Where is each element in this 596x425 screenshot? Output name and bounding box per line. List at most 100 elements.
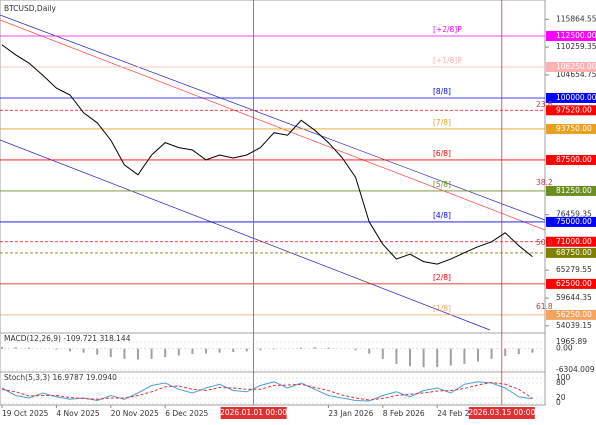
histogram-bar xyxy=(463,348,466,364)
level-label: [6/8] xyxy=(433,149,451,158)
y-tick-label: 54039.15 xyxy=(556,321,592,330)
line-series xyxy=(1,44,533,265)
y-tick-label: 1965.89 xyxy=(556,337,587,346)
price-label: 93750.00 xyxy=(556,124,592,133)
price-label: 62500.00 xyxy=(556,279,592,288)
histogram-bar xyxy=(449,348,452,366)
trend-line xyxy=(0,139,491,331)
trend-line xyxy=(0,19,546,231)
x-tick-label: 8 Feb 2026 xyxy=(383,409,425,418)
histogram-bar xyxy=(96,348,99,355)
price-label: 97520.00 xyxy=(556,105,592,114)
price-label: 56250.00 xyxy=(556,310,592,319)
histogram-bar xyxy=(69,348,71,352)
histogram-bar xyxy=(150,348,153,359)
level-label: [2/8] xyxy=(433,273,451,282)
line-series xyxy=(1,381,533,402)
x-tick-label: 23 Jan 2026 xyxy=(328,409,373,418)
x-tick-label: 4 Nov 2025 xyxy=(56,409,99,418)
x-tick-label: 24 Feb 2 xyxy=(437,409,470,418)
level-label: [7/8] xyxy=(433,118,451,127)
y-tick-label: 59644.35 xyxy=(556,293,592,302)
price-label: 68750.00 xyxy=(556,248,592,257)
histogram-bar xyxy=(517,348,520,355)
y-tick-label: 0.00 xyxy=(556,344,573,353)
histogram-bar xyxy=(259,348,262,351)
fib-label: 23.6 xyxy=(536,100,553,109)
price-label-bg xyxy=(546,236,596,247)
histogram-bar xyxy=(409,348,411,367)
x-tick-label: 20 Nov 2025 xyxy=(111,409,159,418)
price-label-bg xyxy=(546,92,596,103)
y-tick-label: 104654.75 xyxy=(556,70,596,79)
price-label-bg xyxy=(546,61,596,72)
histogram-bar xyxy=(137,348,139,360)
y-tick-label: 115864.55 xyxy=(556,14,596,23)
histogram-bar xyxy=(1,346,3,349)
histogram-bar xyxy=(164,348,167,358)
histogram-bar xyxy=(205,348,207,354)
histogram-bar xyxy=(14,347,17,349)
histogram-bar xyxy=(395,348,398,364)
price-label: 71000.00 xyxy=(556,237,592,246)
price-label-bg xyxy=(546,247,596,258)
marker-label-bg xyxy=(220,407,287,419)
level-label: [5/8] xyxy=(433,180,451,189)
price-label-bg xyxy=(546,123,596,134)
price-label: 106250.00 xyxy=(556,62,596,71)
price-label-bg xyxy=(546,185,596,196)
x-tick-label: 19 Oct 2025 xyxy=(2,409,49,418)
y-tick-label: 65279.55 xyxy=(556,265,592,274)
trend-line xyxy=(0,14,546,221)
price-label: 112500.00 xyxy=(556,31,596,40)
histogram-bar xyxy=(273,348,275,350)
y-tick-label: 76459.35 xyxy=(556,210,592,219)
price-label: 100000.00 xyxy=(556,93,596,102)
level-label: [+2/8]P xyxy=(433,25,462,34)
y-tick-label: -6304.009 xyxy=(556,365,595,374)
marker-label: 2026.03.15 00:00 xyxy=(468,408,535,417)
histogram-bar xyxy=(177,348,180,356)
price-label: 87500.00 xyxy=(556,155,592,164)
price-label: 81250.00 xyxy=(556,186,592,195)
price-label-bg xyxy=(546,278,596,289)
price-label-bg xyxy=(546,309,596,320)
price-label-bg xyxy=(546,105,596,116)
price-label-bg xyxy=(546,216,596,227)
histogram-bar xyxy=(477,348,479,362)
y-tick-label: 110259.35 xyxy=(556,42,596,51)
price-label: 75000.00 xyxy=(556,217,592,226)
y-tick-label: 100 xyxy=(556,373,571,382)
histogram-bar xyxy=(354,348,357,351)
histogram-bar xyxy=(422,348,425,368)
histogram-bar xyxy=(436,348,439,367)
macd-title: MACD(12,26,9) -109.721 318.144 xyxy=(4,334,131,343)
price-label-bg xyxy=(546,154,596,165)
fib-label: 61.8 xyxy=(536,302,553,311)
y-tick-label: 0 xyxy=(556,398,561,407)
fib-label: 38.2 xyxy=(536,178,553,187)
histogram-bar xyxy=(109,348,112,358)
histogram-bar xyxy=(327,347,330,349)
histogram-bar xyxy=(504,348,507,357)
level-label: [1/8] xyxy=(433,304,451,313)
stoch-title: Stoch(5,3,3) 16.9787 19.0940 xyxy=(4,373,117,382)
histogram-bar xyxy=(313,347,316,349)
histogram-bar xyxy=(300,347,303,349)
histogram-bar xyxy=(218,348,221,353)
level-label: [+1/8]P xyxy=(433,56,462,65)
histogram-bar xyxy=(191,348,194,355)
y-tick-label: 80 xyxy=(556,378,566,387)
plot-frame xyxy=(0,0,546,406)
histogram-bar xyxy=(123,348,126,359)
histogram-bar xyxy=(245,348,248,352)
x-tick-label: 6 Dec 2025 xyxy=(165,409,208,418)
histogram-bar xyxy=(82,348,85,353)
fib-label: 50.0 xyxy=(536,238,553,247)
histogram-bar xyxy=(381,348,384,359)
histogram-bar xyxy=(490,348,493,359)
marker-label-bg xyxy=(468,407,535,419)
level-label: [4/8] xyxy=(433,211,451,220)
histogram-bar xyxy=(28,347,31,349)
